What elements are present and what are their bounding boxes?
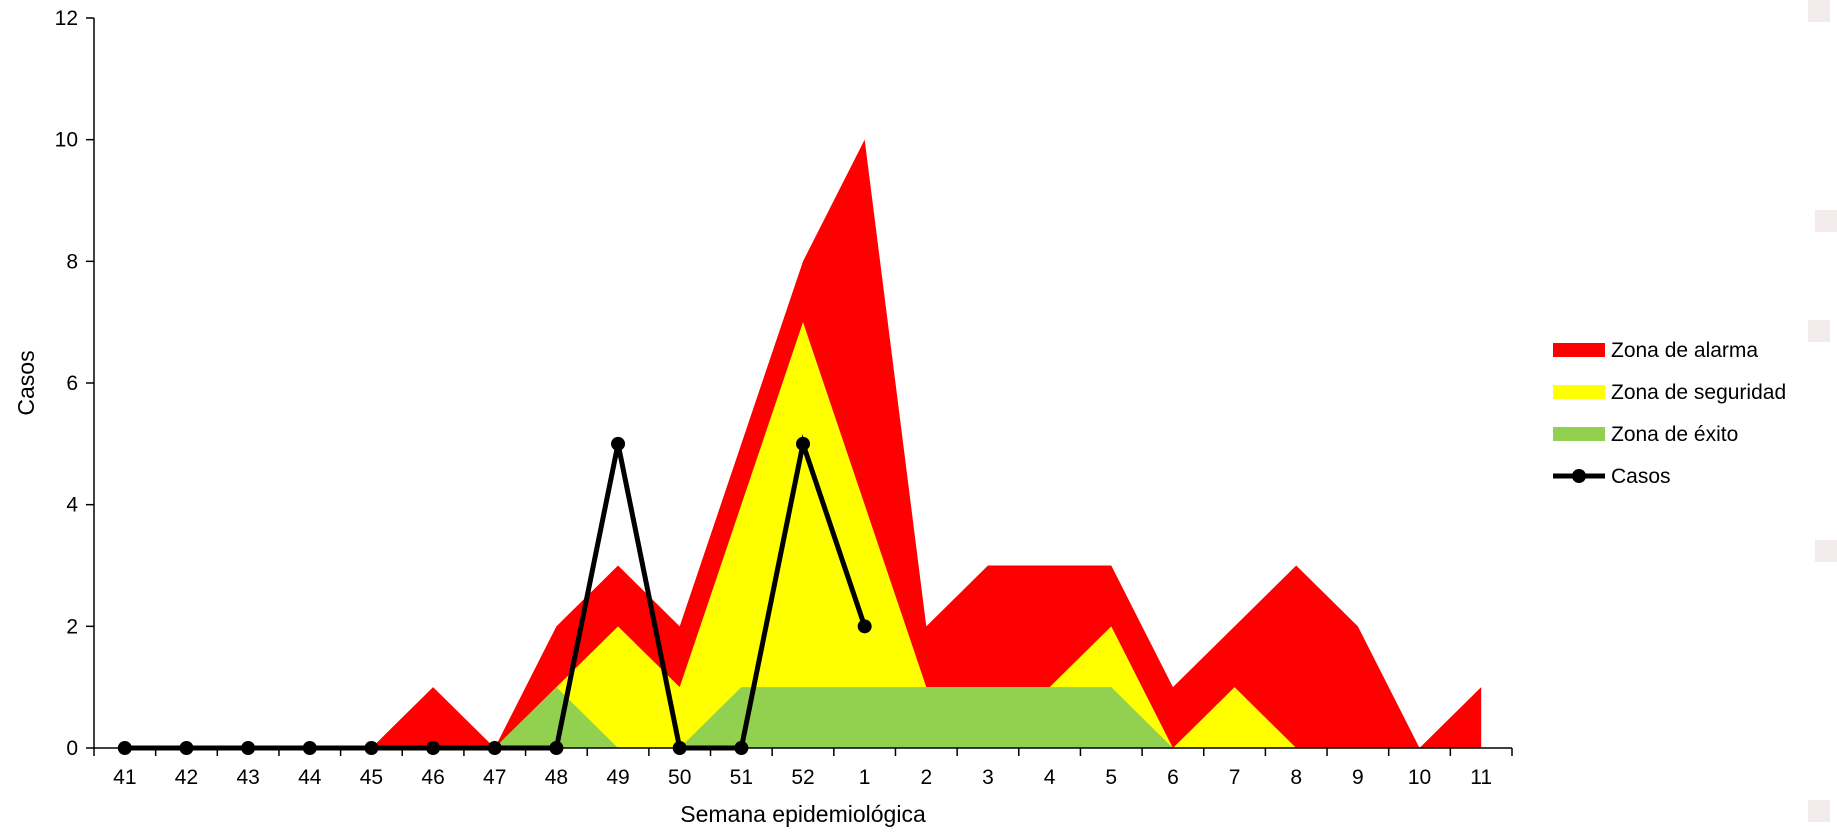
y-axis-ticks: 0 2 4 6 8 10 12: [55, 7, 94, 760]
legend-item-zona-de-alarma: Zona de alarma: [1553, 339, 1758, 362]
casos-point: [796, 436, 810, 451]
x-tick-label: 44: [298, 766, 322, 789]
casos-point: [179, 741, 194, 755]
decorative-square: [1815, 210, 1837, 232]
decorative-square: [1815, 540, 1837, 562]
casos-point: [611, 436, 626, 451]
x-axis-title: Semana epidemiológica: [680, 801, 926, 827]
casos-point: [672, 741, 687, 755]
x-tick-label: 41: [113, 766, 136, 789]
decorative-square: [1808, 320, 1830, 342]
legend-item-zona-de-exito: Zona de éxito: [1553, 423, 1738, 446]
legend-item-zona-de-seguridad: Zona de seguridad: [1553, 381, 1786, 404]
x-tick-label: 10: [1408, 766, 1431, 789]
legend-label: Casos: [1611, 465, 1671, 488]
x-tick-label: 46: [421, 766, 444, 789]
x-tick-label: 2: [920, 766, 932, 789]
area-zona-de-exito: [124, 687, 1482, 748]
casos-point: [426, 741, 441, 755]
y-tick-label: 4: [66, 494, 78, 517]
casos-point: [302, 741, 317, 755]
x-tick-label: 43: [236, 766, 259, 789]
legend: Zona de alarma Zona de seguridad Zona de é…: [1553, 339, 1786, 488]
x-tick-label: 11: [1470, 766, 1492, 789]
legend-swatch: [1553, 427, 1605, 441]
x-tick-label: 48: [545, 766, 568, 789]
legend-swatch-marker: [1572, 469, 1586, 483]
x-tick-label: 49: [606, 766, 629, 789]
y-tick-label: 2: [66, 615, 78, 638]
y-tick-label: 10: [55, 129, 78, 152]
x-tick-label: 4: [1044, 766, 1056, 789]
casos-point: [734, 741, 749, 755]
x-tick-label: 5: [1105, 766, 1117, 789]
x-tick-label: 3: [982, 766, 994, 789]
x-tick-label: 45: [360, 766, 383, 789]
x-tick-label: 1: [859, 766, 871, 789]
legend-label: Zona de seguridad: [1611, 381, 1786, 404]
x-tick-label: 42: [175, 766, 198, 789]
y-tick-label: 12: [55, 7, 78, 30]
decorative-square: [1808, 800, 1830, 822]
casos-point: [364, 741, 379, 755]
x-tick-label: 52: [791, 766, 814, 789]
decorative-square: [1808, 0, 1830, 22]
legend-item-casos: Casos: [1553, 465, 1671, 488]
legend-label: Zona de éxito: [1611, 423, 1738, 446]
casos-point: [117, 741, 132, 755]
x-tick-label: 9: [1352, 766, 1364, 789]
y-axis-title: Casos: [13, 350, 39, 415]
casos-point: [857, 619, 872, 634]
y-tick-label: 8: [66, 250, 78, 273]
x-tick-label: 8: [1290, 766, 1302, 789]
x-tick-label: 51: [730, 766, 753, 789]
casos-point: [487, 741, 502, 755]
x-tick-label: 47: [483, 766, 506, 789]
x-tick-label: 7: [1229, 766, 1241, 789]
legend-swatch: [1553, 385, 1605, 399]
x-tick-label: 6: [1167, 766, 1179, 789]
area-zona-de-seguridad: [124, 322, 1482, 748]
casos-point: [241, 741, 256, 755]
y-tick-label: 0: [66, 737, 78, 760]
legend-swatch: [1553, 343, 1605, 357]
casos-line-layer: [117, 434, 872, 755]
x-tick-label: 50: [668, 766, 691, 789]
legend-label: Zona de alarma: [1611, 339, 1758, 362]
casos-point: [549, 741, 564, 755]
y-tick-label: 6: [66, 372, 78, 395]
